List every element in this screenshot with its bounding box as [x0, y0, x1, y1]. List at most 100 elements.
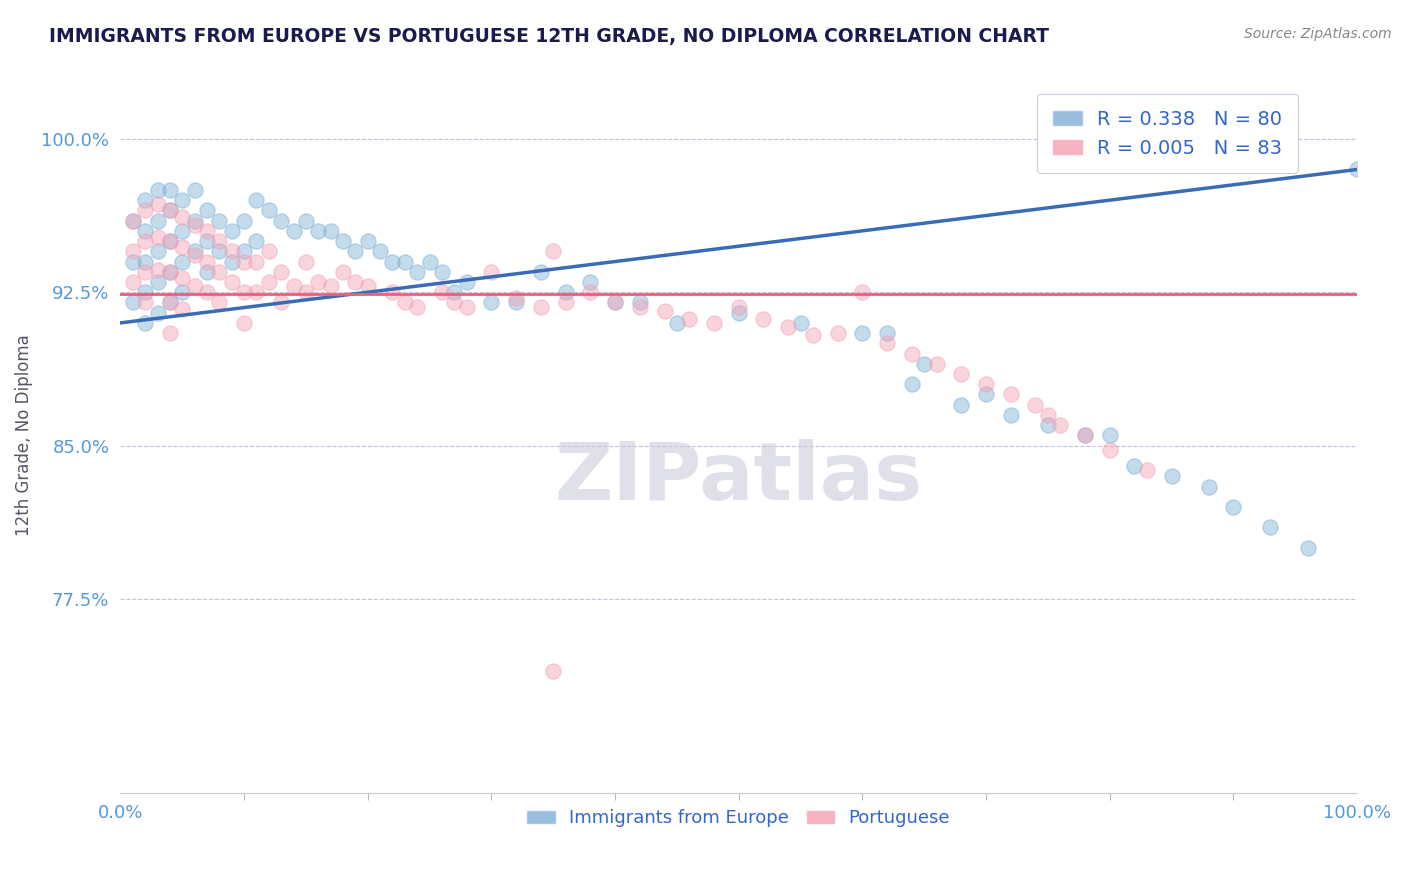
Point	[1036, 418, 1059, 433]
Point	[1098, 428, 1121, 442]
Point	[257, 244, 280, 259]
Point	[1000, 408, 1022, 422]
Point	[406, 300, 429, 314]
Point	[319, 224, 342, 238]
Point	[357, 234, 380, 248]
Point	[159, 265, 181, 279]
Point	[208, 234, 231, 248]
Point	[1074, 428, 1097, 442]
Point	[183, 279, 205, 293]
Point	[603, 295, 626, 310]
Point	[245, 254, 267, 268]
Point	[134, 193, 156, 207]
Point	[183, 213, 205, 227]
Point	[530, 265, 553, 279]
Point	[925, 357, 948, 371]
Point	[183, 248, 205, 262]
Point	[530, 300, 553, 314]
Point	[221, 275, 243, 289]
Point	[283, 279, 305, 293]
Point	[121, 295, 143, 310]
Point	[270, 265, 292, 279]
Point	[159, 234, 181, 248]
Point	[307, 224, 329, 238]
Point	[394, 295, 416, 310]
Point	[628, 295, 651, 310]
Point	[1222, 500, 1244, 514]
Point	[146, 197, 169, 211]
Point	[134, 285, 156, 300]
Point	[901, 346, 924, 360]
Point	[257, 275, 280, 289]
Point	[134, 265, 156, 279]
Point	[603, 295, 626, 310]
Point	[233, 285, 256, 300]
Point	[851, 285, 873, 300]
Point	[270, 213, 292, 227]
Point	[456, 300, 478, 314]
Point	[172, 254, 194, 268]
Point	[134, 224, 156, 238]
Point	[901, 377, 924, 392]
Point	[456, 275, 478, 289]
Point	[159, 295, 181, 310]
Point	[159, 295, 181, 310]
Point	[678, 311, 700, 326]
Point	[121, 213, 143, 227]
Point	[172, 210, 194, 224]
Point	[1136, 463, 1159, 477]
Point	[245, 285, 267, 300]
Point	[159, 234, 181, 248]
Point	[1198, 479, 1220, 493]
Point	[146, 306, 169, 320]
Point	[159, 203, 181, 218]
Point	[245, 193, 267, 207]
Point	[727, 306, 749, 320]
Point	[208, 213, 231, 227]
Point	[195, 254, 218, 268]
Point	[332, 234, 354, 248]
Point	[950, 398, 973, 412]
Point	[789, 316, 811, 330]
Point	[912, 357, 935, 371]
Point	[628, 300, 651, 314]
Point	[481, 265, 503, 279]
Point	[876, 326, 898, 340]
Point	[876, 336, 898, 351]
Point	[172, 271, 194, 285]
Point	[1123, 459, 1146, 474]
Point	[121, 275, 143, 289]
Point	[1346, 162, 1368, 177]
Point	[419, 254, 441, 268]
Point	[579, 285, 602, 300]
Point	[406, 265, 429, 279]
Point	[665, 316, 688, 330]
Text: Source: ZipAtlas.com: Source: ZipAtlas.com	[1244, 27, 1392, 41]
Point	[1296, 541, 1319, 555]
Legend: Immigrants from Europe, Portuguese: Immigrants from Europe, Portuguese	[520, 802, 957, 834]
Point	[172, 240, 194, 254]
Point	[221, 254, 243, 268]
Text: ZIPatlas: ZIPatlas	[554, 440, 922, 517]
Point	[159, 326, 181, 340]
Point	[221, 244, 243, 259]
Point	[183, 183, 205, 197]
Y-axis label: 12th Grade, No Diploma: 12th Grade, No Diploma	[15, 334, 32, 536]
Point	[827, 326, 849, 340]
Point	[579, 275, 602, 289]
Point	[270, 295, 292, 310]
Point	[1036, 408, 1059, 422]
Point	[134, 295, 156, 310]
Point	[481, 295, 503, 310]
Point	[752, 311, 775, 326]
Point	[172, 193, 194, 207]
Point	[172, 301, 194, 316]
Point	[950, 367, 973, 381]
Point	[146, 262, 169, 277]
Point	[332, 265, 354, 279]
Point	[554, 295, 576, 310]
Point	[121, 244, 143, 259]
Point	[1000, 387, 1022, 401]
Point	[505, 295, 527, 310]
Point	[307, 275, 329, 289]
